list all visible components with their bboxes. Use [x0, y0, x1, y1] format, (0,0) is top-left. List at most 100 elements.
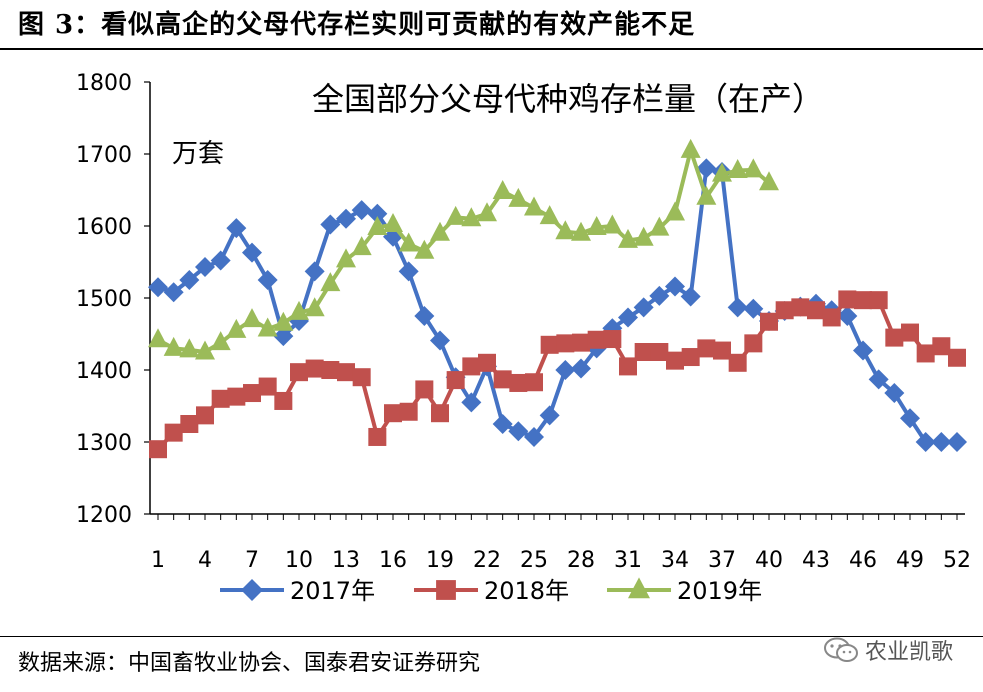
- data-point-marker: [242, 242, 262, 263]
- data-point-marker: [649, 216, 670, 236]
- y-tick-label: 1200: [76, 503, 132, 528]
- data-point-marker: [807, 301, 825, 320]
- data-point-marker: [257, 317, 278, 337]
- y-tick-label: 1500: [76, 287, 132, 312]
- y-tick-label: 1400: [76, 359, 132, 384]
- chart-legend: 2017年 2018年 2019年: [220, 577, 762, 605]
- data-point-marker: [587, 330, 606, 349]
- data-point-marker: [665, 276, 685, 297]
- x-tick-label: 31: [614, 548, 642, 573]
- data-point-marker: [628, 577, 650, 599]
- data-point-marker: [728, 353, 747, 372]
- data-point-marker: [368, 427, 387, 446]
- data-point-marker: [572, 333, 590, 352]
- data-point-marker: [398, 261, 419, 282]
- data-point-marker: [619, 357, 637, 376]
- legend-item-1: 2017年: [220, 577, 375, 605]
- data-point-marker: [743, 298, 764, 319]
- legend-label: 2019年: [677, 577, 762, 605]
- data-point-marker: [445, 205, 466, 225]
- data-point-marker: [414, 239, 435, 259]
- data-point-marker: [884, 383, 905, 404]
- data-point-marker: [508, 187, 529, 207]
- data-point-marker: [743, 158, 764, 178]
- x-tick-label: 7: [245, 548, 259, 573]
- data-point-marker: [226, 218, 247, 239]
- data-point-marker: [304, 297, 325, 317]
- series-3: [148, 138, 779, 360]
- y-tick-label: 1300: [76, 431, 132, 456]
- data-point-marker: [868, 369, 889, 390]
- data-point-marker: [712, 162, 732, 182]
- data-point-marker: [901, 323, 919, 342]
- data-point-marker: [509, 373, 528, 392]
- data-point-marker: [727, 159, 748, 179]
- x-tick-label: 19: [426, 548, 454, 573]
- data-point-marker: [336, 248, 356, 268]
- data-point-marker: [414, 306, 435, 326]
- watermark-text: 农业凯歌: [864, 640, 953, 665]
- data-point-marker: [179, 338, 200, 358]
- data-point-marker: [461, 392, 482, 413]
- data-point-marker: [430, 221, 450, 241]
- x-tick-label: 16: [379, 548, 407, 573]
- data-point-marker: [227, 387, 246, 406]
- data-point-marker: [367, 203, 388, 224]
- x-tick-label: 13: [332, 548, 360, 573]
- data-point-marker: [290, 363, 308, 382]
- data-point-marker: [148, 277, 168, 298]
- data-point-marker: [337, 363, 355, 382]
- data-point-marker: [602, 214, 623, 234]
- data-point-marker: [696, 158, 717, 179]
- data-point-marker: [195, 340, 215, 360]
- data-point-marker: [915, 432, 936, 452]
- data-point-marker: [492, 414, 513, 434]
- y-axis-unit-label: 万套: [172, 139, 224, 169]
- data-point-marker: [163, 336, 184, 356]
- y-tick-label: 1800: [76, 71, 132, 96]
- data-point-marker: [321, 361, 340, 379]
- chart-series: [148, 138, 967, 459]
- data-point-marker: [289, 300, 309, 320]
- data-point-marker: [539, 405, 560, 426]
- data-point-marker: [760, 312, 778, 331]
- data-point-marker: [931, 432, 952, 452]
- data-point-marker: [633, 226, 654, 246]
- data-point-marker: [697, 339, 716, 358]
- data-point-marker: [226, 318, 247, 338]
- data-point-marker: [680, 286, 701, 307]
- data-point-marker: [524, 426, 544, 447]
- wechat-icon: [823, 637, 858, 662]
- data-point-marker: [555, 360, 576, 380]
- data-point-marker: [336, 208, 356, 229]
- data-point-marker: [666, 351, 684, 370]
- data-point-marker: [649, 285, 670, 306]
- watermark: 农业凯歌: [823, 632, 953, 668]
- data-point-marker: [478, 353, 496, 372]
- data-point-marker: [822, 308, 841, 327]
- x-tick-label: 1: [151, 548, 165, 573]
- data-point-marker: [179, 270, 200, 290]
- data-point-marker: [462, 357, 481, 376]
- data-point-marker: [148, 328, 168, 348]
- data-point-marker: [210, 331, 231, 351]
- data-point-marker: [539, 205, 560, 225]
- data-point-marker: [681, 348, 700, 367]
- legend-label: 2017年: [290, 577, 375, 605]
- data-point-marker: [258, 377, 277, 396]
- data-point-marker: [241, 579, 263, 601]
- data-point-marker: [415, 380, 434, 399]
- x-tick-label: 40: [755, 548, 783, 573]
- data-point-marker: [540, 335, 559, 354]
- data-point-marker: [211, 389, 230, 408]
- data-point-marker: [508, 421, 529, 442]
- x-tick-label: 49: [896, 548, 924, 573]
- x-tick-label: 34: [661, 548, 689, 573]
- data-point-marker: [242, 308, 262, 328]
- data-point-marker: [399, 402, 418, 421]
- x-tick-label: 10: [285, 548, 313, 573]
- data-point-marker: [555, 220, 576, 240]
- data-point-marker: [195, 257, 215, 278]
- data-point-marker: [351, 200, 372, 221]
- data-point-marker: [383, 213, 403, 233]
